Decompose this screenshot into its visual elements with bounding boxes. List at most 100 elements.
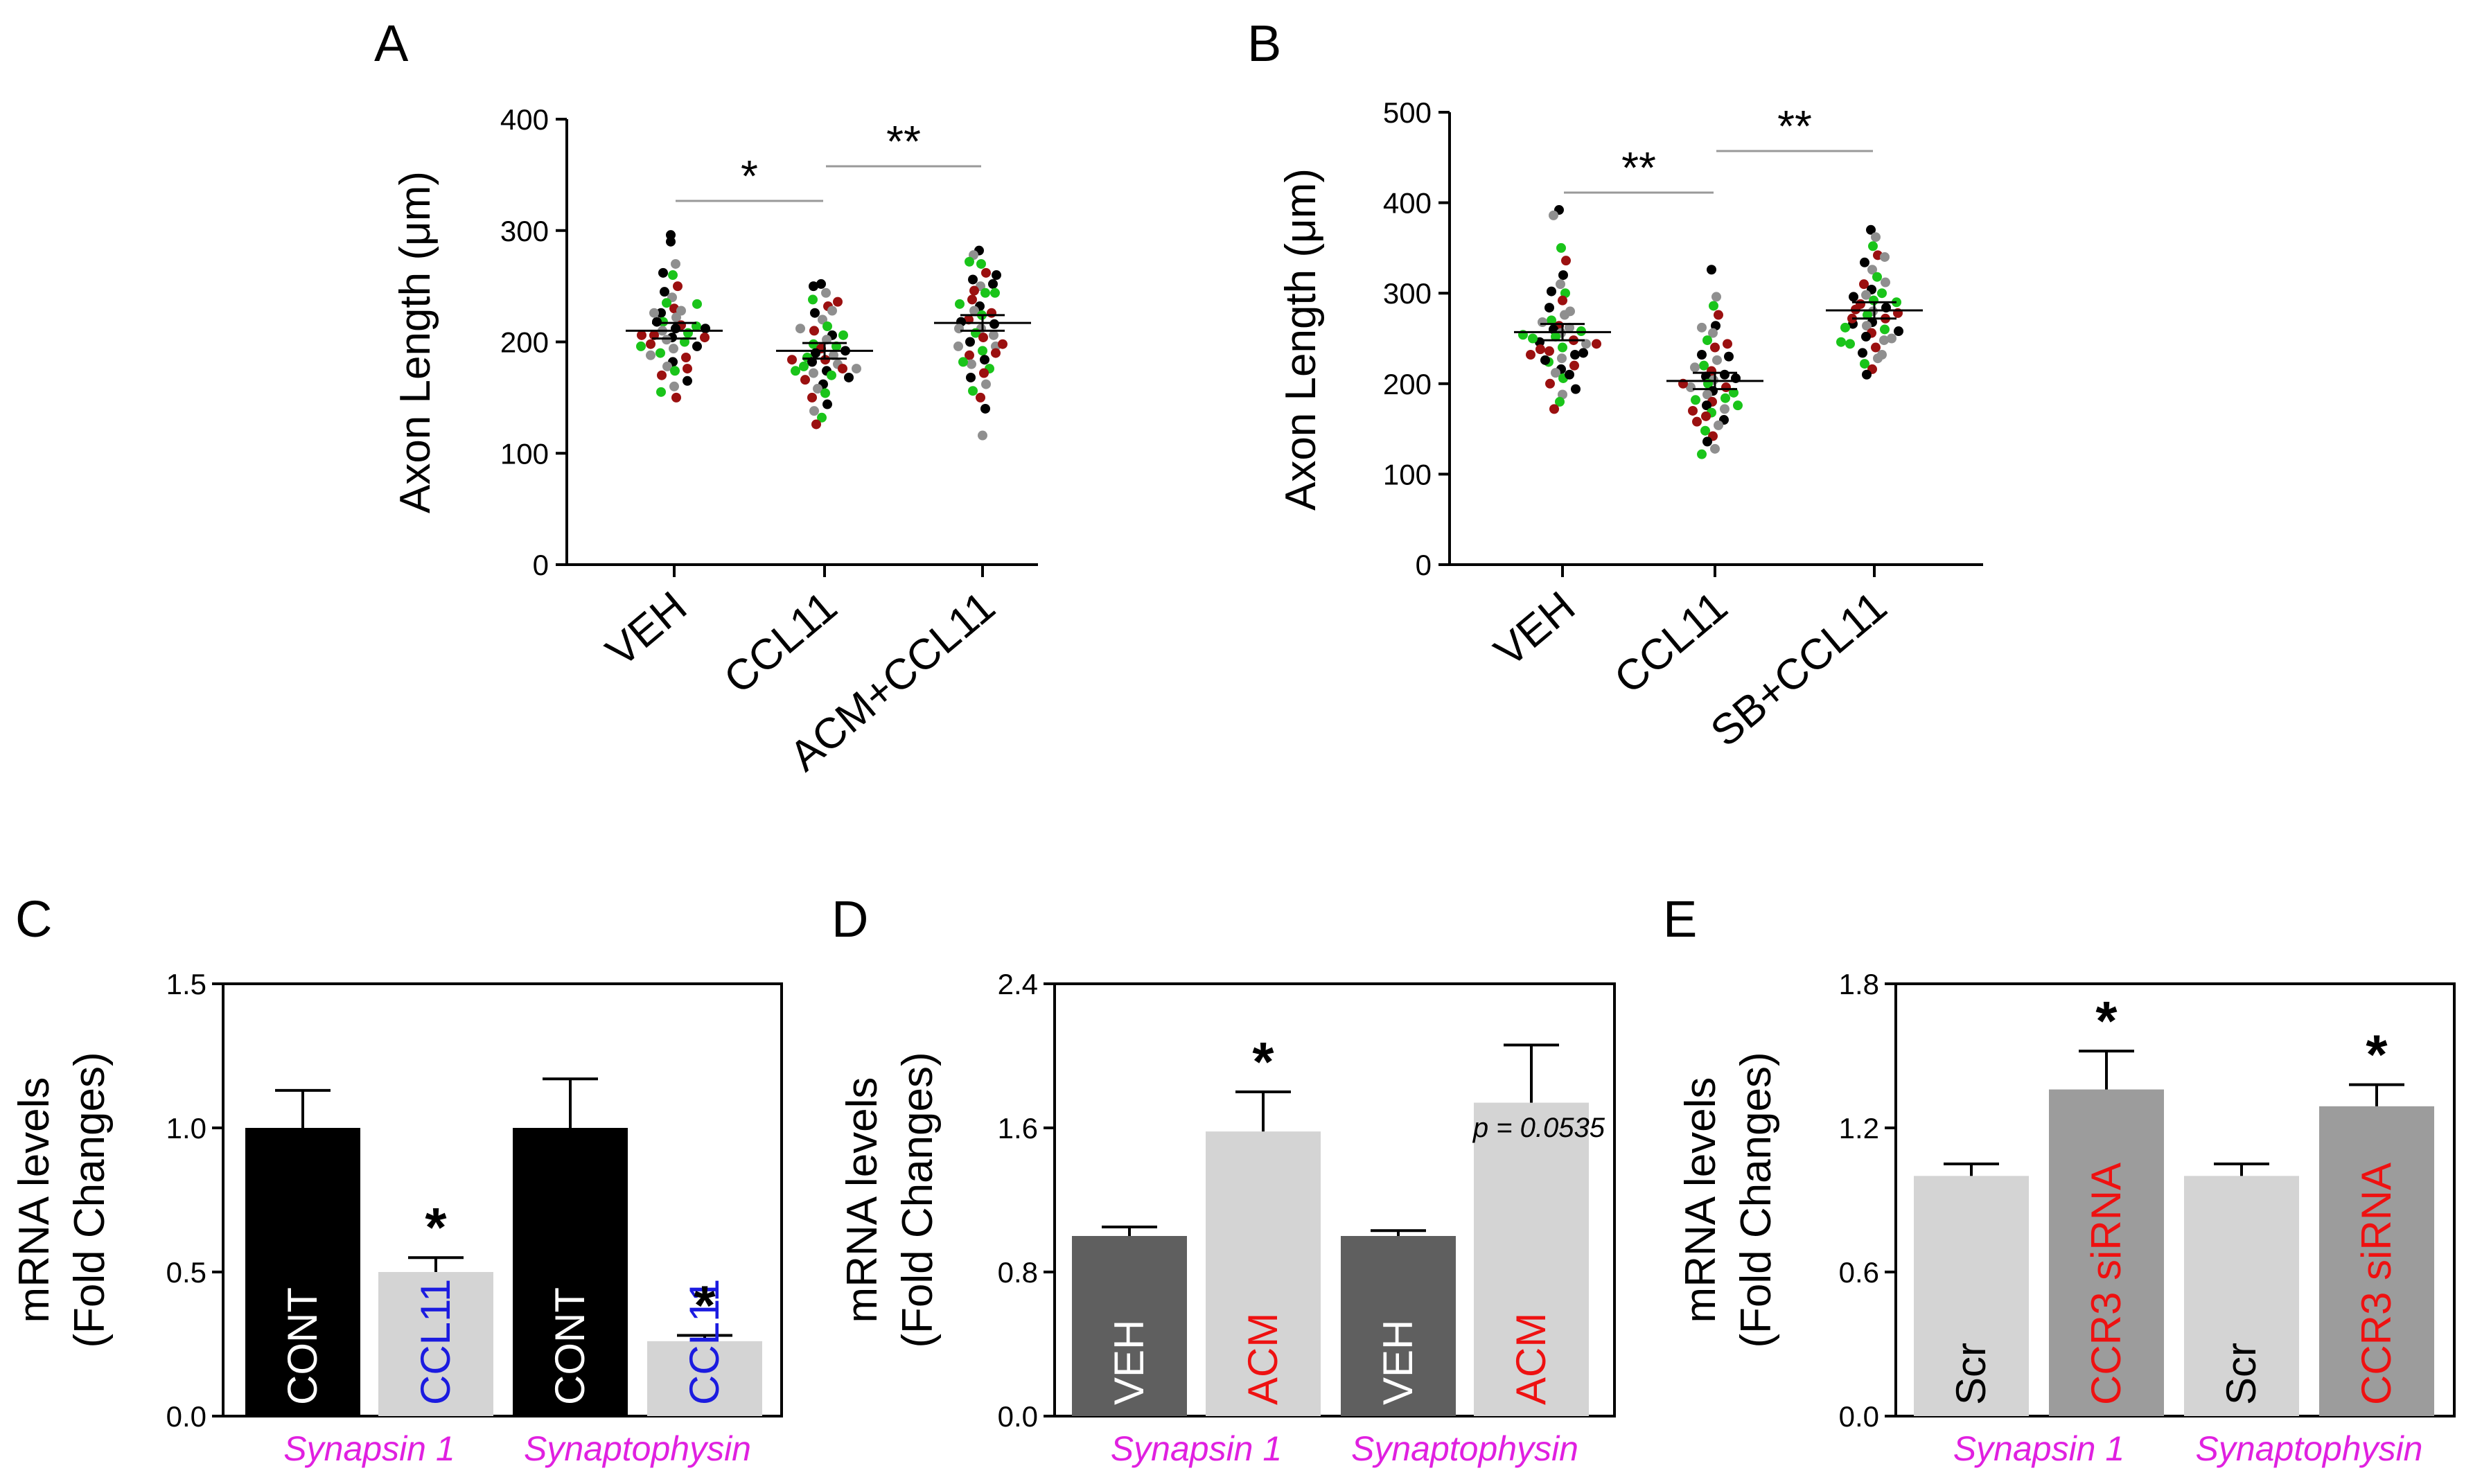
y-tick-label: 400	[500, 103, 549, 136]
y-tick-label: 400	[1383, 187, 1432, 220]
panel-letter-e: E	[1663, 890, 1697, 948]
data-point	[809, 326, 819, 336]
data-point	[1861, 331, 1871, 342]
bar-label: CONT	[279, 1287, 326, 1405]
data-point	[987, 308, 996, 318]
data-point	[809, 406, 819, 416]
y-tick-label: 200	[500, 326, 549, 359]
data-point	[637, 330, 646, 340]
data-point	[646, 339, 655, 349]
data-point	[668, 270, 678, 281]
bar	[1206, 1131, 1321, 1416]
x-tick-label: CCL11	[1605, 583, 1736, 703]
y-tick-label: 500	[1383, 96, 1432, 129]
data-point	[692, 299, 702, 309]
y-tick-label: 0.8	[998, 1256, 1038, 1289]
data-point	[1872, 272, 1882, 282]
data-point	[683, 364, 692, 374]
data-point	[953, 341, 963, 351]
data-point	[1723, 339, 1732, 349]
data-point	[808, 294, 818, 305]
data-point	[1569, 360, 1579, 371]
data-point	[988, 279, 998, 289]
data-point	[1733, 400, 1743, 411]
data-point	[1549, 404, 1559, 414]
y-tick-label: 200	[1383, 368, 1432, 400]
data-point	[981, 267, 991, 278]
data-point	[1540, 355, 1550, 365]
data-point	[636, 341, 646, 351]
y-axis-label-line2: (Fold Changes)	[1732, 1052, 1780, 1348]
y-tick-label: 100	[500, 437, 549, 470]
data-point	[833, 297, 843, 307]
y-axis-label: Axon Length (μm)	[1277, 168, 1325, 511]
data-point	[1711, 292, 1721, 302]
data-point	[1867, 265, 1877, 275]
data-point	[701, 324, 710, 334]
bar-label: CCR3 siRNA	[2353, 1163, 2400, 1405]
group-label: Synaptophysin	[1351, 1429, 1578, 1468]
data-point	[1866, 224, 1876, 235]
bar-label: CCR3 siRNA	[2083, 1163, 2129, 1405]
data-point	[1707, 265, 1716, 275]
bar-label: CCL11	[412, 1279, 459, 1405]
data-point	[1699, 360, 1709, 371]
panel-c-bar: 0.0 0.5 1.0 1.5 mRNA levels (Fold Changes) CON…	[10, 968, 783, 1468]
data-point	[1880, 324, 1890, 335]
data-point	[969, 306, 979, 316]
data-point	[1714, 420, 1723, 430]
data-point	[1557, 353, 1567, 364]
x-tick-label: CCL11	[715, 583, 846, 703]
bar-label: ACM	[1508, 1313, 1554, 1405]
data-point	[791, 366, 800, 376]
data-point	[1849, 292, 1858, 302]
data-point	[1690, 362, 1700, 373]
data-point	[821, 288, 831, 298]
data-point	[822, 399, 832, 409]
data-point	[1710, 342, 1720, 353]
y-tick-label: 1.8	[1839, 968, 1879, 1000]
data-point	[666, 230, 676, 240]
data-point	[820, 355, 830, 365]
data-point	[827, 306, 837, 316]
data-point	[991, 348, 1001, 358]
data-point	[1709, 301, 1718, 311]
y-tick-label: 0.6	[1839, 1256, 1879, 1289]
data-point	[1571, 384, 1581, 394]
group-label: Synapsin 1	[283, 1429, 455, 1468]
significance-star: *	[741, 151, 758, 201]
data-point	[662, 298, 671, 308]
data-point	[1720, 404, 1730, 414]
data-point	[1880, 251, 1890, 262]
y-axis-label-line1: mRNA levels	[838, 1077, 886, 1323]
data-point	[844, 372, 854, 382]
data-point	[800, 375, 810, 385]
data-point	[967, 359, 976, 369]
data-point	[818, 315, 827, 325]
bar-label: VEH	[1106, 1320, 1152, 1405]
y-tick-label: 0.5	[166, 1256, 206, 1289]
x-tick-label: SB+CCL11	[1702, 583, 1896, 756]
panel-letter-c: C	[15, 890, 52, 948]
data-point	[989, 319, 999, 329]
data-point	[1556, 242, 1566, 253]
data-point	[838, 364, 847, 374]
data-point	[1547, 286, 1556, 297]
data-point	[683, 328, 693, 338]
significance-star: **	[1621, 143, 1656, 193]
data-point	[810, 308, 820, 318]
x-tick-label: VEH	[597, 583, 696, 676]
data-point	[1836, 337, 1846, 347]
y-tick-label: 300	[1383, 277, 1432, 310]
data-point	[1720, 393, 1730, 403]
data-point	[965, 256, 974, 267]
bar	[647, 1341, 762, 1416]
group-label: Synapsin 1	[1111, 1429, 1282, 1468]
data-point	[969, 285, 979, 296]
p-value-annotation: p = 0.0535	[1472, 1113, 1605, 1143]
data-point	[998, 339, 1007, 349]
data-point	[1859, 279, 1869, 290]
data-point	[1868, 241, 1878, 251]
data-point	[1708, 328, 1718, 338]
bar	[1914, 1176, 2029, 1416]
